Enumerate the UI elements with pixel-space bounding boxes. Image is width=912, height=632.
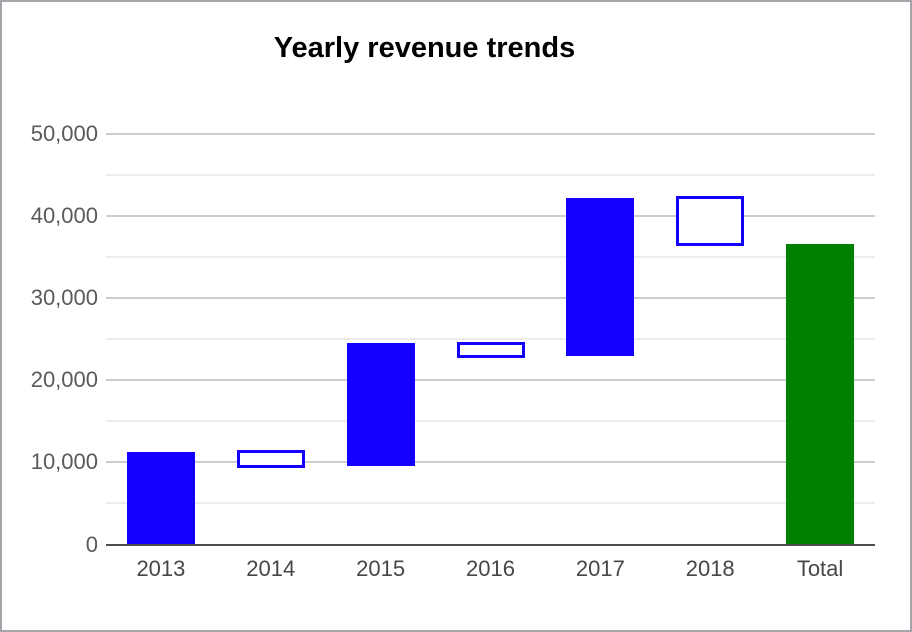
- x-tick-label-2015: 2015: [356, 556, 406, 581]
- x-tick-label-total: Total: [796, 556, 844, 581]
- x-tick-label-2017: 2017: [575, 556, 625, 581]
- y-tick-label-0: 0: [85, 531, 98, 557]
- minor-gridline-5000: [106, 502, 875, 505]
- minor-gridline-25000: [106, 338, 875, 340]
- waterfall-bar-2017[interactable]: [566, 197, 635, 357]
- y-tick-label-10000: 10,000: [30, 449, 98, 475]
- y-tick-label-20000: 20,000: [30, 367, 98, 393]
- minor-gridline-15000: [106, 420, 875, 423]
- x-tick-label-2016: 2016: [466, 556, 515, 581]
- y-tick-label-50000: 50,000: [30, 120, 98, 146]
- x-tick-label-2018: 2018: [685, 556, 735, 581]
- major-gridline-20000: [106, 379, 875, 382]
- major-gridline-30000: [106, 296, 875, 299]
- y-tick-label-40000: 40,000: [30, 202, 98, 228]
- waterfall-bar-2013[interactable]: [126, 451, 195, 545]
- minor-gridline-35000: [106, 255, 875, 258]
- waterfall-bar-2018[interactable]: [676, 196, 745, 246]
- major-gridline-50000: [106, 132, 875, 135]
- major-gridline-10000: [106, 461, 875, 464]
- x-tick-label-2013: 2013: [136, 556, 186, 581]
- waterfall-bar-2014[interactable]: [236, 450, 305, 468]
- waterfall-bar-total[interactable]: [786, 244, 855, 545]
- y-tick-label-30000: 30,000: [30, 284, 98, 310]
- x-axis-line: [106, 543, 875, 546]
- chart-title: Yearly revenue trends: [273, 32, 576, 64]
- minor-gridline-45000: [106, 173, 875, 176]
- major-gridline-40000: [106, 214, 875, 217]
- waterfall-bar-2016[interactable]: [456, 341, 525, 358]
- x-tick-label-2014: 2014: [246, 556, 296, 581]
- waterfall-bar-2015[interactable]: [346, 343, 415, 467]
